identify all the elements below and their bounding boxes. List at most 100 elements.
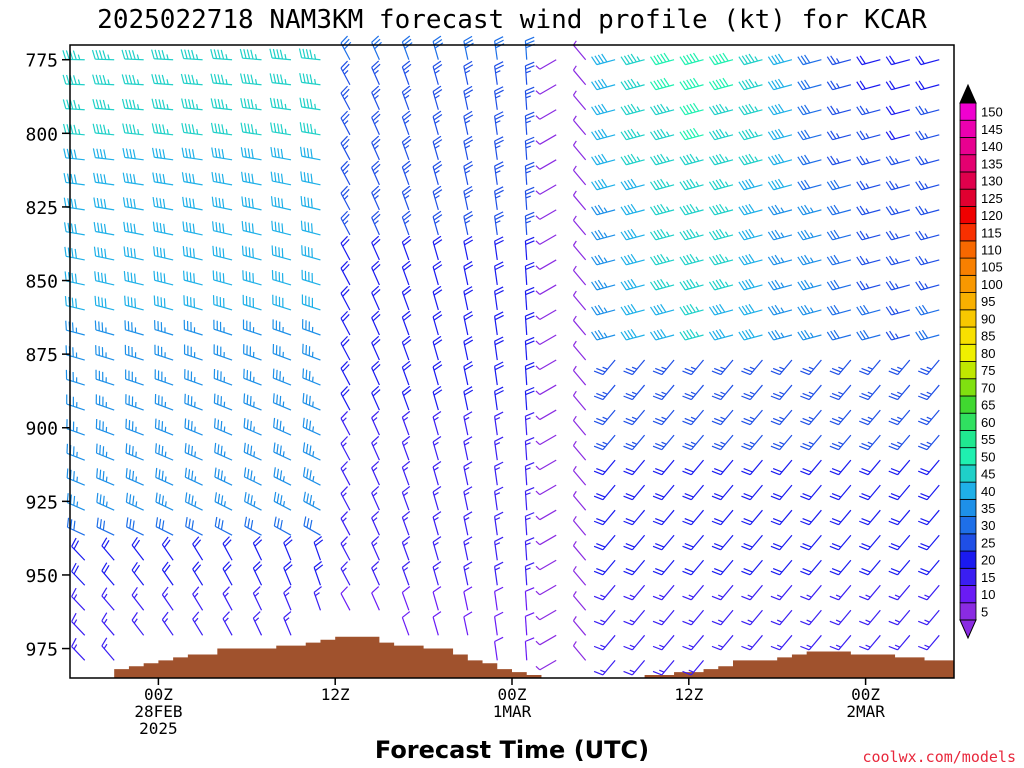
barb-half-flag — [665, 256, 670, 262]
wind-barb — [741, 409, 763, 426]
barb-flag — [158, 124, 162, 134]
barb-staff — [690, 484, 704, 501]
barb-flag — [861, 492, 871, 498]
barb-flag — [270, 146, 273, 157]
barb-half-flag — [137, 104, 140, 110]
barb-flag — [708, 156, 716, 166]
wind-barb — [649, 278, 675, 291]
barb-half-flag — [838, 441, 844, 445]
barb-half-flag — [776, 644, 783, 648]
barb-staff — [95, 58, 115, 61]
barb-flag — [920, 492, 930, 498]
wind-barb — [93, 246, 115, 261]
barb-flag — [719, 78, 726, 88]
barb-flag — [767, 281, 775, 291]
wind-barb — [154, 393, 174, 411]
wind-barb — [241, 245, 262, 261]
wind-barb — [800, 434, 822, 451]
barb-flag — [623, 305, 631, 315]
barb-staff — [71, 596, 86, 611]
wind-barb — [463, 311, 474, 336]
barb-flag — [494, 264, 504, 271]
barb-flag — [686, 129, 693, 139]
wind-barb — [679, 253, 704, 266]
barb-staff — [661, 659, 675, 676]
barb-flag — [525, 315, 535, 321]
barb-flag — [279, 519, 283, 530]
wind-barb — [888, 509, 911, 526]
barb-staff — [539, 584, 557, 596]
barb-flag — [679, 231, 686, 241]
barb-staff — [213, 328, 233, 336]
wind-barb — [620, 228, 645, 241]
wind-barb — [572, 440, 587, 461]
barb-flag — [653, 305, 660, 315]
terrain-fill — [70, 636, 954, 678]
barb-staff — [213, 303, 233, 311]
barb-half-flag — [636, 56, 641, 62]
wind-barb — [572, 566, 587, 586]
barb-staff — [283, 567, 292, 586]
barb-flag — [245, 221, 248, 232]
wind-barb — [535, 284, 557, 295]
barb-flag — [774, 104, 781, 114]
wind-barb — [62, 50, 85, 61]
barb-flag — [403, 163, 412, 171]
barb-flag — [127, 271, 130, 282]
barb-flag — [463, 536, 473, 543]
barb-flag — [96, 468, 99, 478]
barb-flag — [63, 197, 67, 208]
barb-staff — [124, 132, 144, 136]
barb-flag — [856, 231, 863, 241]
barb-flag — [101, 562, 108, 572]
barb-staff — [401, 341, 410, 361]
barb-flag — [156, 222, 159, 232]
wind-barb — [572, 240, 587, 261]
barb-flag — [826, 156, 834, 166]
wind-barb — [65, 345, 85, 361]
barb-flag — [888, 545, 898, 551]
barb-staff — [126, 501, 144, 511]
wind-barb — [829, 609, 852, 626]
barb-half-flag — [631, 366, 638, 370]
barb-flag — [129, 198, 133, 208]
barb-flag — [214, 172, 218, 183]
barb-staff — [371, 217, 380, 236]
wind-barb — [313, 586, 322, 611]
barb-flag — [217, 469, 220, 479]
barb-flag — [627, 304, 634, 314]
wind-barb — [299, 146, 321, 161]
barb-flag — [682, 330, 690, 340]
barb-flag — [309, 519, 313, 530]
barb-flag — [686, 329, 693, 339]
barb-flag — [151, 98, 155, 109]
wind-barb — [122, 148, 144, 161]
barb-flag — [160, 297, 163, 307]
barb-half-flag — [107, 79, 110, 85]
barb-staff — [124, 230, 144, 236]
barb-staff — [432, 591, 439, 611]
wind-barb — [679, 228, 704, 241]
barb-flag — [743, 518, 753, 523]
wind-barb — [222, 561, 233, 586]
barb-staff — [125, 403, 144, 411]
barb-half-flag — [254, 78, 258, 85]
colorbar-label: 70 — [981, 380, 995, 395]
barb-staff — [602, 609, 616, 626]
barb-flag — [121, 98, 126, 109]
barb-flag — [306, 123, 310, 133]
barb-flag — [525, 190, 535, 195]
barb-flag — [246, 394, 249, 405]
barb-half-flag — [495, 120, 501, 124]
barb-flag — [160, 272, 163, 283]
wind-barb — [620, 203, 645, 216]
barb-flag — [133, 198, 136, 209]
barb-flag — [889, 330, 896, 340]
barb-flag — [158, 444, 161, 455]
barb-flag — [401, 561, 411, 568]
barb-flag — [156, 271, 159, 282]
barb-staff — [371, 467, 380, 486]
barb-flag — [748, 228, 755, 238]
barb-half-flag — [312, 476, 315, 482]
speed-colorbar: 5101520253035404550556065707580859095100… — [959, 83, 1003, 640]
